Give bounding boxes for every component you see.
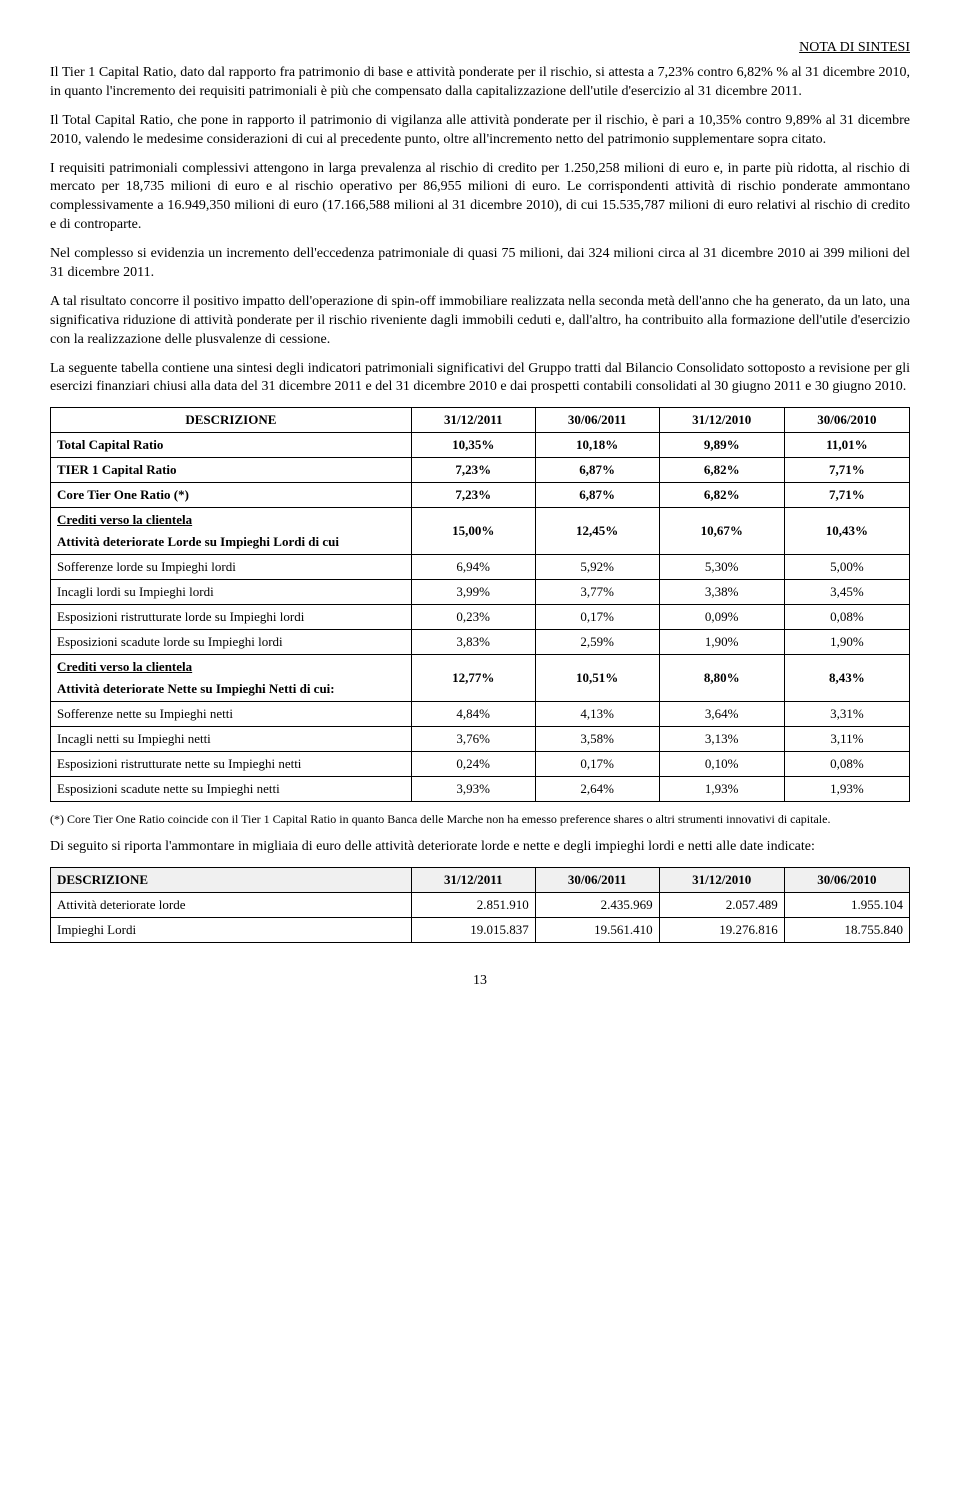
table-cell: 4,84%	[411, 702, 535, 727]
table-cell: 2,59%	[535, 630, 659, 655]
table-cell: Attività deteriorate lorde	[51, 892, 412, 917]
table-cell: 18.755.840	[784, 917, 909, 942]
table-cell: 3,58%	[535, 727, 659, 752]
table-header: DESCRIZIONE	[51, 867, 412, 892]
table-cell: 7,71%	[784, 483, 909, 508]
table-cell: 3,93%	[411, 777, 535, 802]
table-cell: 11,01%	[784, 433, 909, 458]
table-cell: 10,43%	[784, 508, 909, 555]
table-cell: 3,83%	[411, 630, 535, 655]
table-cell: 3,13%	[659, 727, 784, 752]
table-cell: 0,10%	[659, 752, 784, 777]
table-cell: Esposizioni ristrutturate lorde su Impie…	[51, 605, 412, 630]
header-title: NOTA DI SINTESI	[50, 40, 910, 56]
table-header: 30/06/2011	[535, 408, 659, 433]
table-cell: 19.276.816	[659, 917, 784, 942]
paragraph-6: La seguente tabella contiene una sintesi…	[50, 360, 910, 398]
table-cell: 0,24%	[411, 752, 535, 777]
table-cell: 0,17%	[535, 605, 659, 630]
table-cell: 10,18%	[535, 433, 659, 458]
table-header: 31/12/2011	[411, 867, 535, 892]
table-cell: 10,35%	[411, 433, 535, 458]
table-cell: 19.561.410	[535, 917, 659, 942]
table-cell: 12,77%	[411, 655, 535, 702]
table-cell: 3,77%	[535, 580, 659, 605]
paragraph-2: Il Total Capital Ratio, che pone in rapp…	[50, 112, 910, 150]
table-cell: Sofferenze nette su Impieghi netti	[51, 702, 412, 727]
table-cell: 1.955.104	[784, 892, 909, 917]
table-cell: Impieghi Lordi	[51, 917, 412, 942]
table-cell: 6,82%	[659, 458, 784, 483]
table-cell: 1,90%	[784, 630, 909, 655]
table-cell: Esposizioni scadute nette su Impieghi ne…	[51, 777, 412, 802]
table-cell: Crediti verso la clientelaAttività deter…	[51, 508, 412, 555]
table-cell: 9,89%	[659, 433, 784, 458]
table-cell: 3,45%	[784, 580, 909, 605]
table-cell: 10,51%	[535, 655, 659, 702]
table-cell: 2,64%	[535, 777, 659, 802]
table-cell: Core Tier One Ratio (*)	[51, 483, 412, 508]
table-header: 31/12/2010	[659, 408, 784, 433]
table-cell: 0,17%	[535, 752, 659, 777]
table-cell: 4,13%	[535, 702, 659, 727]
table-cell: 1,93%	[659, 777, 784, 802]
table-cell: 3,76%	[411, 727, 535, 752]
table-cell: 8,80%	[659, 655, 784, 702]
table-cell: 1,93%	[784, 777, 909, 802]
table-cell: Esposizioni ristrutturate nette su Impie…	[51, 752, 412, 777]
table-cell: 7,23%	[411, 458, 535, 483]
table-cell: 3,64%	[659, 702, 784, 727]
table-cell: 3,38%	[659, 580, 784, 605]
table-cell: 2.851.910	[411, 892, 535, 917]
table-cell: 15,00%	[411, 508, 535, 555]
table-cell: Incagli netti su Impieghi netti	[51, 727, 412, 752]
table-cell: 5,30%	[659, 555, 784, 580]
table-cell: Sofferenze lorde su Impieghi lordi	[51, 555, 412, 580]
paragraph-5: A tal risultato concorre il positivo imp…	[50, 293, 910, 350]
table-cell: Total Capital Ratio	[51, 433, 412, 458]
table-cell: 8,43%	[784, 655, 909, 702]
indicators-table: DESCRIZIONE31/12/201130/06/201131/12/201…	[50, 407, 910, 802]
table-cell: 6,87%	[535, 483, 659, 508]
table-header: 30/06/2010	[784, 408, 909, 433]
table-cell: 19.015.837	[411, 917, 535, 942]
table-cell: 3,31%	[784, 702, 909, 727]
paragraph-4: Nel complesso si evidenzia un incremento…	[50, 245, 910, 283]
table-cell: Crediti verso la clientelaAttività deter…	[51, 655, 412, 702]
table-cell: 6,82%	[659, 483, 784, 508]
table-header: DESCRIZIONE	[51, 408, 412, 433]
table-cell: Incagli lordi su Impieghi lordi	[51, 580, 412, 605]
table-cell: 0,08%	[784, 605, 909, 630]
page-number: 13	[50, 973, 910, 989]
table-cell: 0,09%	[659, 605, 784, 630]
table-header: 31/12/2011	[411, 408, 535, 433]
table-cell: TIER 1 Capital Ratio	[51, 458, 412, 483]
paragraph-3: I requisiti patrimoniali complessivi att…	[50, 160, 910, 236]
table-header: 30/06/2011	[535, 867, 659, 892]
table-cell: 7,71%	[784, 458, 909, 483]
paragraph-1: Il Tier 1 Capital Ratio, dato dal rappor…	[50, 64, 910, 102]
table-cell: Esposizioni scadute lorde su Impieghi lo…	[51, 630, 412, 655]
table-cell: 12,45%	[535, 508, 659, 555]
table-cell: 1,90%	[659, 630, 784, 655]
paragraph-7: Di seguito si riporta l'ammontare in mig…	[50, 838, 910, 857]
table-cell: 6,87%	[535, 458, 659, 483]
table-cell: 0,08%	[784, 752, 909, 777]
table-header: 31/12/2010	[659, 867, 784, 892]
table-cell: 0,23%	[411, 605, 535, 630]
table-cell: 2.057.489	[659, 892, 784, 917]
table-cell: 5,92%	[535, 555, 659, 580]
table-cell: 3,99%	[411, 580, 535, 605]
table-cell: 7,23%	[411, 483, 535, 508]
table-cell: 2.435.969	[535, 892, 659, 917]
table-cell: 3,11%	[784, 727, 909, 752]
table-header: 30/06/2010	[784, 867, 909, 892]
table-cell: 10,67%	[659, 508, 784, 555]
amounts-table: DESCRIZIONE31/12/201130/06/201131/12/201…	[50, 867, 910, 943]
footnote-1: (*) Core Tier One Ratio coincide con il …	[50, 812, 910, 828]
table-cell: 5,00%	[784, 555, 909, 580]
table-cell: 6,94%	[411, 555, 535, 580]
